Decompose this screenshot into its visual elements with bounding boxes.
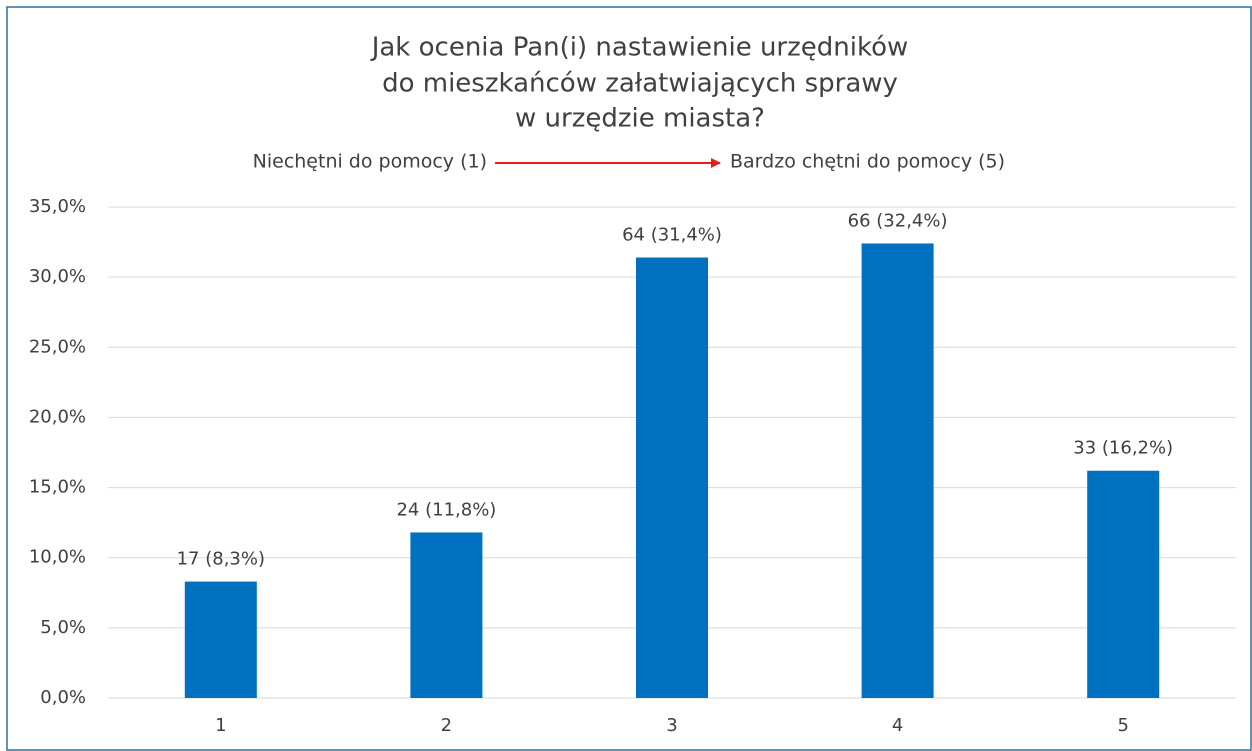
- annotation: Bardzo chętni do pomocy (5): [730, 151, 1005, 173]
- chart-title: Jak ocenia Pan(i) nastawienie urzędników: [370, 33, 909, 63]
- chart-title: do mieszkańców załatwiających sprawy: [382, 69, 898, 99]
- chart-border: [6, 6, 1252, 751]
- data-label: 64 (31,4%): [622, 225, 722, 246]
- y-tick-label: 15,0%: [29, 477, 86, 498]
- y-tick-label: 35,0%: [29, 196, 86, 217]
- data-label: 33 (16,2%): [1073, 438, 1173, 459]
- y-tick-label: 20,0%: [29, 406, 86, 427]
- bar: [184, 581, 257, 698]
- x-tick-label: 1: [215, 715, 226, 736]
- y-tick-label: 5,0%: [40, 617, 86, 638]
- x-tick-label: 3: [666, 715, 677, 736]
- bar: [1087, 470, 1160, 698]
- x-tick-label: 5: [1117, 715, 1128, 736]
- bar: [636, 257, 708, 698]
- x-tick-label: 4: [892, 715, 903, 736]
- y-tick-label: 30,0%: [29, 266, 86, 287]
- y-tick-label: 0,0%: [40, 687, 86, 708]
- x-tick-label: 2: [441, 715, 452, 736]
- annotation: Niechętni do pomocy (1): [253, 151, 487, 173]
- y-tick-label: 25,0%: [29, 336, 86, 357]
- data-label: 24 (11,8%): [396, 499, 496, 520]
- chart-title: w urzędzie miasta?: [515, 104, 765, 134]
- bar: [410, 532, 483, 698]
- data-label: 17 (8,3%): [177, 549, 265, 570]
- y-tick-label: 10,0%: [29, 547, 86, 568]
- data-label: 66 (32,4%): [848, 210, 948, 231]
- bar: [861, 243, 934, 698]
